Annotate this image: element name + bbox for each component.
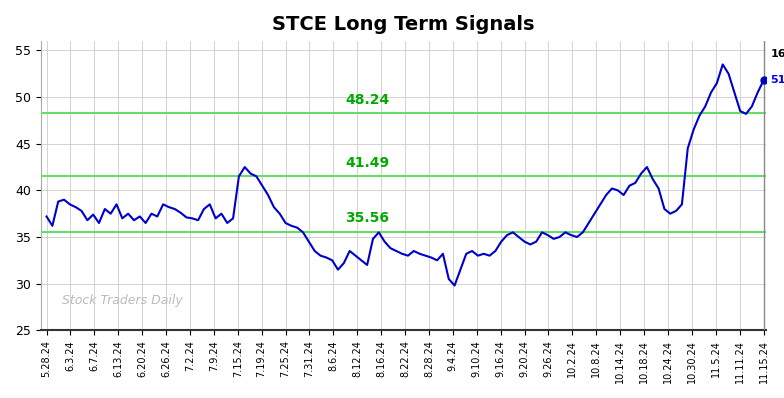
- Text: 41.49: 41.49: [346, 156, 390, 170]
- Text: 16:00: 16:00: [771, 49, 784, 59]
- Text: Stock Traders Daily: Stock Traders Daily: [63, 294, 183, 307]
- Text: 51.78: 51.78: [771, 76, 784, 86]
- Text: 48.24: 48.24: [346, 93, 390, 107]
- Title: STCE Long Term Signals: STCE Long Term Signals: [272, 15, 535, 34]
- Text: 35.56: 35.56: [346, 211, 390, 225]
